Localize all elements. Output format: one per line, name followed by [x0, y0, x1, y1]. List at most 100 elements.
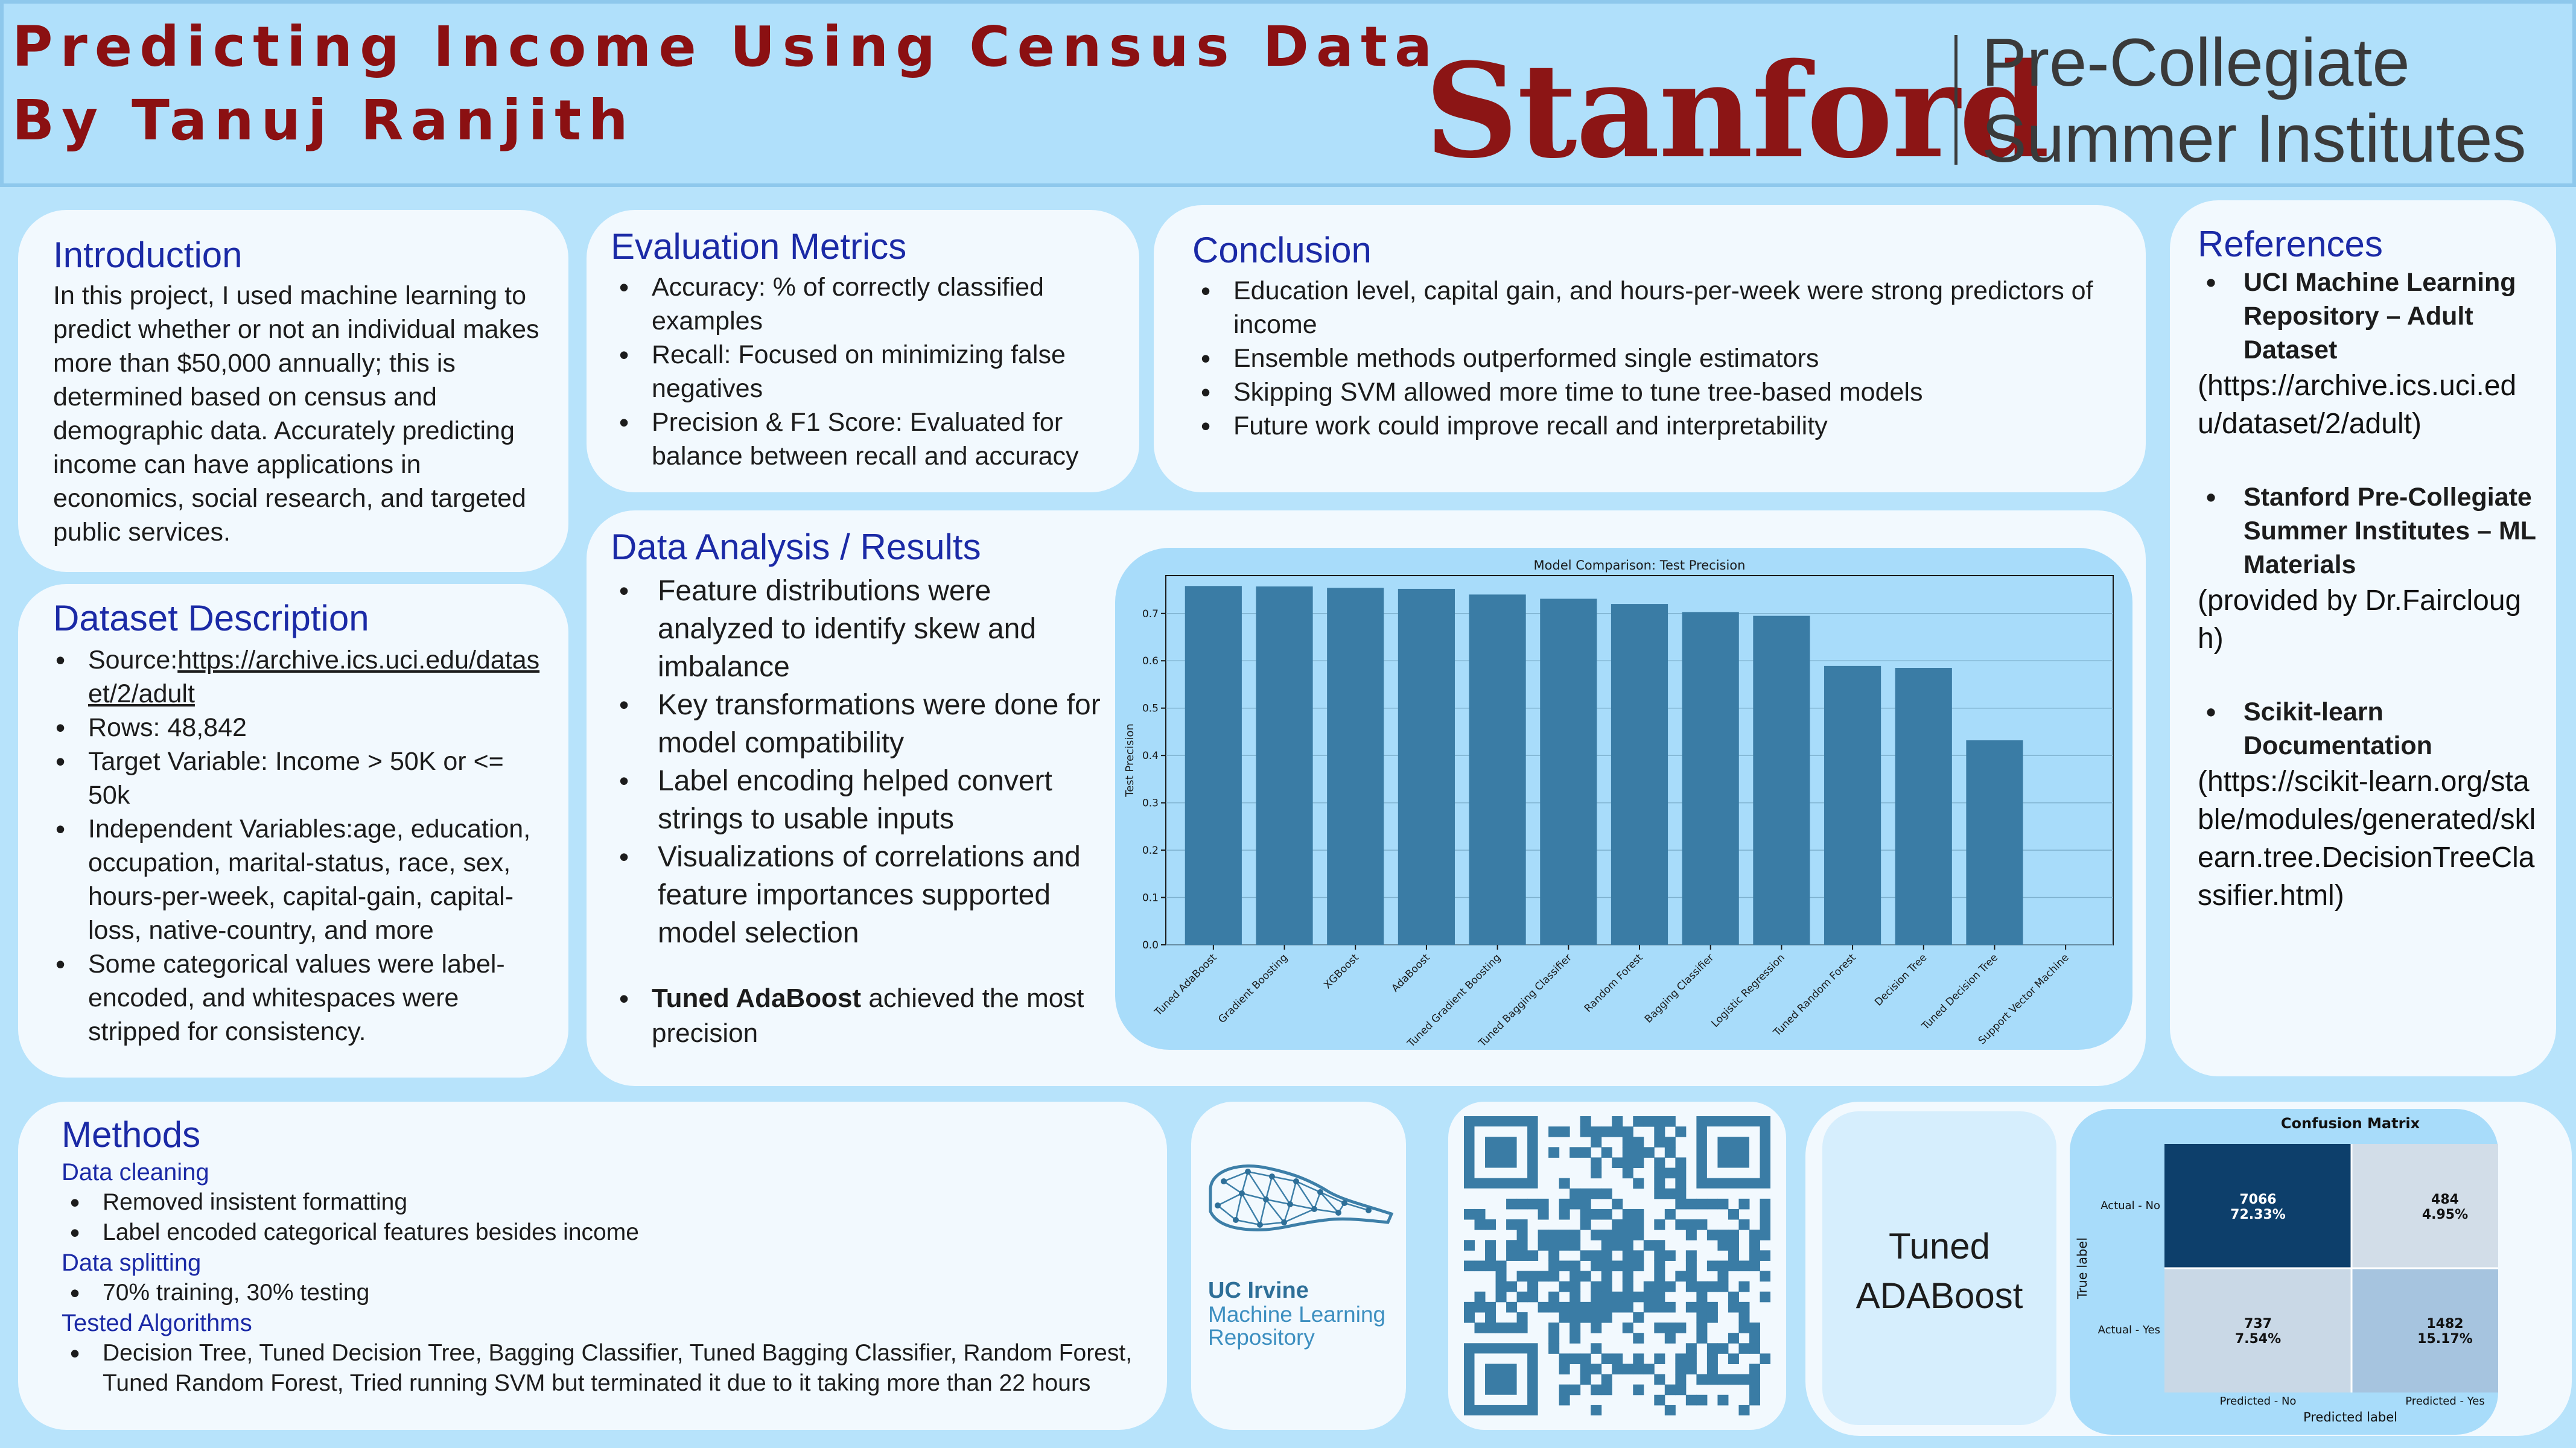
qr-module	[1633, 1250, 1644, 1261]
qr-module	[1559, 1364, 1570, 1375]
conclusion-card: Conclusion Education level, capital gain…	[1154, 205, 2146, 492]
qr-module	[1506, 1323, 1518, 1333]
qr-module	[1717, 1198, 1729, 1210]
dataset-card: Dataset Description Source:https://archi…	[18, 584, 568, 1078]
qr-module	[1664, 1405, 1676, 1415]
cm-count: 737	[2244, 1316, 2272, 1332]
chart-x-tick-label: XGBoost	[1321, 951, 1361, 991]
chart-bar	[1824, 665, 1881, 945]
qr-module	[1749, 1364, 1760, 1375]
chart-y-tick-label: 0.3	[1142, 798, 1159, 810]
qr-module	[1643, 1147, 1655, 1158]
qr-module	[1474, 1208, 1486, 1220]
qr-module	[1591, 1291, 1602, 1303]
qr-module	[1516, 1219, 1528, 1230]
qr-module	[1622, 1157, 1633, 1169]
qr-module	[1760, 1291, 1770, 1303]
qr-module	[1633, 1260, 1644, 1272]
qr-module	[1685, 1260, 1697, 1272]
qr-module	[1612, 1126, 1623, 1137]
qr-module	[1464, 1208, 1475, 1220]
qr-module	[1559, 1384, 1570, 1396]
cleaning-item: Removed insistent formatting	[62, 1187, 1143, 1218]
conclusion-item: Ensemble methods outperformed single est…	[1192, 341, 2122, 375]
algorithms-heading: Tested Algorithms	[62, 1310, 252, 1336]
qr-module	[1474, 1301, 1486, 1313]
qr-module	[1664, 1250, 1676, 1261]
qr-module	[1622, 1137, 1633, 1148]
qr-module	[1538, 1240, 1549, 1251]
qr-module	[1580, 1126, 1591, 1137]
cm-count: 1482	[2426, 1316, 2463, 1332]
model-label-line2: ADABoost	[1856, 1275, 2023, 1316]
chart-x-tick-label: AdaBoost	[1389, 951, 1432, 994]
qr-module	[1591, 1167, 1602, 1179]
chart-x-tick-label: Logistic Regression	[1709, 951, 1787, 1029]
poster-header: Predicting Income Using Census Data By T…	[0, 0, 2576, 187]
qr-module	[1591, 1323, 1602, 1333]
qr-module	[1664, 1281, 1676, 1292]
cm-pct: 72.33%	[2230, 1207, 2286, 1222]
qr-module	[1601, 1281, 1612, 1292]
cm-count: 7066	[2239, 1192, 2276, 1207]
qr-module	[1569, 1291, 1581, 1303]
qr-module	[1675, 1271, 1687, 1282]
qr-module	[1612, 1157, 1623, 1169]
qr-module	[1749, 1250, 1760, 1261]
qr-module	[1612, 1116, 1623, 1127]
qr-module	[1633, 1353, 1644, 1364]
qr-module	[1654, 1323, 1665, 1333]
qr-module	[1622, 1301, 1633, 1313]
qr-module	[1622, 1291, 1633, 1303]
qr-module	[1591, 1405, 1602, 1415]
qr-module	[1474, 1260, 1486, 1272]
qr-module	[1591, 1301, 1602, 1313]
qr-module	[1633, 1219, 1644, 1230]
qr-module	[1538, 1271, 1549, 1282]
qr-module	[1760, 1219, 1770, 1230]
qr-module	[1601, 1230, 1612, 1240]
introduction-card: Introduction In this project, I used mac…	[18, 210, 568, 572]
qr-module	[1675, 1219, 1687, 1230]
evaluation-item: Accuracy: % of correctly classified exam…	[611, 270, 1121, 338]
qr-module	[1548, 1240, 1560, 1251]
qr-module	[1654, 1157, 1665, 1169]
uci-logo-line2: Machine Learning	[1208, 1302, 1386, 1327]
dataset-independent-item: Independent Variables:age, education, oc…	[47, 812, 544, 947]
qr-module	[1612, 1198, 1623, 1210]
qr-module	[1728, 1374, 1739, 1385]
cm-cell-tp	[2352, 1268, 2539, 1392]
qr-module	[1464, 1260, 1475, 1272]
qr-module	[1749, 1343, 1760, 1354]
qr-module	[1464, 1312, 1475, 1323]
qr-module	[1728, 1353, 1739, 1364]
qr-module	[1633, 1147, 1644, 1158]
qr-module	[1664, 1333, 1676, 1344]
reference-title: UCI Machine Learning Repository – Adult …	[2198, 265, 2538, 367]
qr-module	[1717, 1137, 1749, 1168]
qr-module	[1685, 1394, 1697, 1406]
qr-module	[1485, 1240, 1496, 1251]
qr-module	[1675, 1188, 1687, 1199]
qr-module	[1654, 1291, 1665, 1303]
highlight-text: achieved the most precision	[652, 983, 1084, 1048]
qr-module	[1675, 1353, 1687, 1364]
chart-y-tick-label: 0.4	[1142, 750, 1159, 762]
dataset-heading: Dataset Description	[53, 598, 369, 638]
qr-module	[1654, 1178, 1665, 1189]
qr-module	[1527, 1198, 1539, 1210]
qr-module	[1548, 1250, 1560, 1261]
qr-module	[1591, 1137, 1602, 1148]
qr-module	[1559, 1198, 1570, 1210]
qr-module	[1580, 1219, 1591, 1230]
qr-code-icon[interactable]	[1464, 1116, 1770, 1415]
qr-module	[1685, 1364, 1697, 1375]
qr-module	[1548, 1333, 1560, 1344]
qr-module	[1706, 1353, 1718, 1364]
reference-text: (https://scikit-learn.org/stable/modules…	[2198, 766, 2536, 912]
qr-module	[1664, 1188, 1676, 1199]
source-link[interactable]: https://archive.ics.uci.edu/dataset/2/ad…	[88, 646, 540, 708]
model-label-line1: Tuned	[1889, 1226, 1990, 1266]
qr-module	[1612, 1230, 1623, 1240]
qr-module	[1685, 1198, 1697, 1210]
